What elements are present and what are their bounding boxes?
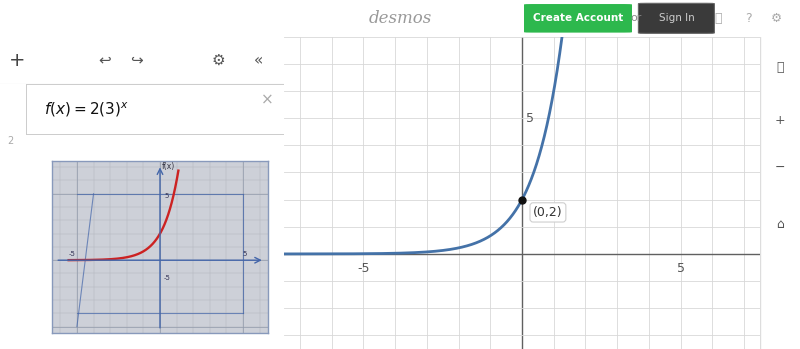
Text: 🔧: 🔧 xyxy=(776,61,784,74)
Text: −: − xyxy=(774,161,786,174)
Text: ×: × xyxy=(261,93,274,108)
FancyBboxPatch shape xyxy=(524,4,632,32)
Text: ↪: ↪ xyxy=(130,53,142,68)
Text: ⚙: ⚙ xyxy=(770,12,782,25)
Text: -5: -5 xyxy=(69,251,75,257)
Text: +: + xyxy=(9,51,26,70)
Text: ⎙: ⎙ xyxy=(714,12,722,25)
Text: (0,2): (0,2) xyxy=(533,206,562,219)
Text: 5: 5 xyxy=(677,261,685,275)
Text: Untitled Graph: Untitled Graph xyxy=(32,12,130,25)
Text: «: « xyxy=(254,53,263,68)
FancyBboxPatch shape xyxy=(638,3,714,34)
Text: B: B xyxy=(102,319,114,336)
Text: Sign In: Sign In xyxy=(658,13,694,23)
Text: or: or xyxy=(630,13,642,23)
Text: 5: 5 xyxy=(164,193,169,199)
Text: $f(x) = 2(3)^x$: $f(x) = 2(3)^x$ xyxy=(45,101,130,119)
Text: ↩: ↩ xyxy=(98,53,111,68)
Text: -5: -5 xyxy=(164,275,171,281)
Text: f(x): f(x) xyxy=(162,162,175,171)
Text: ?: ? xyxy=(745,12,751,25)
Text: -5: -5 xyxy=(357,261,370,275)
Text: ⚙: ⚙ xyxy=(212,53,226,68)
Text: 5: 5 xyxy=(526,112,534,125)
Text: Create Account: Create Account xyxy=(533,13,623,23)
Text: desmos: desmos xyxy=(368,10,432,27)
Text: 5: 5 xyxy=(242,251,247,257)
Text: +: + xyxy=(774,114,786,127)
Text: 2: 2 xyxy=(7,136,14,146)
Text: ⌂: ⌂ xyxy=(776,217,784,231)
